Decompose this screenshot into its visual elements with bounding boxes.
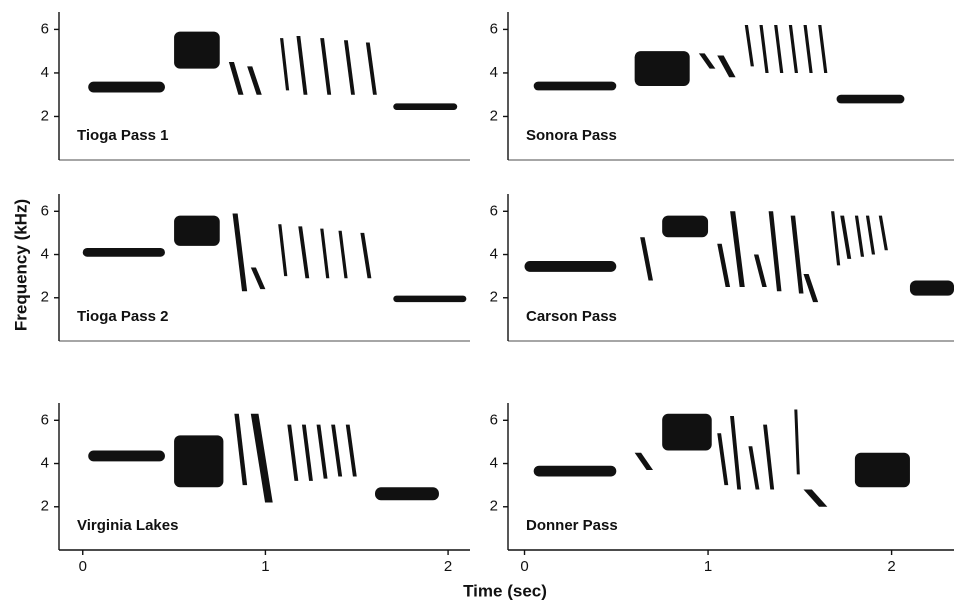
syllable	[836, 94, 905, 104]
syllable	[774, 25, 784, 73]
syllable	[301, 424, 313, 481]
syllable	[174, 215, 220, 246]
syllable	[768, 211, 782, 292]
syllable	[788, 25, 798, 73]
syllable	[717, 243, 731, 287]
y-tick-label: 4	[490, 454, 498, 471]
syllable	[533, 81, 617, 91]
y-tick-label: 2	[490, 107, 498, 124]
y-axis-label: Frequency (kHz)	[11, 199, 30, 331]
y-tick-label: 2	[490, 289, 498, 306]
y-tick-label: 4	[490, 245, 498, 262]
syllable	[854, 452, 910, 488]
syllable	[232, 213, 248, 292]
x-tick-label: 0	[520, 558, 528, 575]
y-tick-label: 6	[41, 202, 49, 219]
syllable	[320, 38, 332, 95]
syllable	[393, 295, 467, 303]
x-tick-label: 0	[79, 558, 87, 575]
y-tick-label: 2	[41, 107, 49, 124]
syllable	[717, 433, 729, 486]
panel-label: Sonora Pass	[526, 127, 617, 144]
syllable	[250, 267, 266, 290]
syllable	[287, 424, 299, 481]
x-tick-label: 1	[704, 558, 712, 575]
syllable	[316, 424, 328, 479]
x-tick-label: 1	[261, 558, 269, 575]
syllable	[794, 409, 800, 475]
syllable	[375, 487, 439, 501]
syllable	[730, 211, 745, 287]
syllable	[365, 42, 377, 95]
y-tick-label: 2	[490, 498, 498, 515]
syllable	[524, 261, 617, 272]
syllable	[343, 40, 355, 95]
syllable	[360, 232, 372, 279]
syllable	[803, 489, 828, 507]
y-tick-label: 4	[41, 64, 49, 81]
syllable	[744, 25, 754, 67]
syllable	[909, 280, 954, 296]
syllable	[280, 38, 290, 91]
y-tick-label: 6	[490, 202, 498, 219]
y-tick-label: 4	[41, 245, 49, 262]
x-tick-label: 2	[887, 558, 895, 575]
y-tick-label: 4	[490, 64, 498, 81]
syllable	[763, 424, 775, 490]
syllable	[88, 81, 165, 93]
syllable	[803, 25, 813, 73]
syllable	[88, 450, 165, 462]
syllable	[228, 62, 244, 95]
syllable	[818, 25, 828, 73]
syllable	[278, 224, 288, 277]
y-tick-label: 6	[41, 411, 49, 428]
syllable	[840, 215, 852, 259]
y-tick-label: 2	[41, 289, 49, 306]
syllable	[82, 248, 165, 257]
syllable	[662, 413, 712, 451]
syllable	[759, 25, 769, 73]
x-axis-label: Time (sec)	[463, 581, 547, 600]
syllable	[393, 103, 458, 110]
syllable	[634, 51, 690, 86]
y-tick-label: 4	[41, 454, 49, 471]
panel-label: Virginia Lakes	[77, 517, 178, 534]
y-tick-label: 6	[41, 20, 49, 37]
syllable	[533, 465, 617, 477]
syllable	[753, 254, 767, 287]
syllable	[345, 424, 357, 477]
panel-label: Donner Pass	[526, 517, 618, 534]
syllable	[717, 55, 736, 78]
syllable	[174, 31, 220, 69]
syllable	[296, 35, 308, 95]
panel-label: Tioga Pass 2	[77, 308, 168, 325]
syllable	[803, 273, 819, 303]
syllable	[878, 215, 888, 251]
syllable	[331, 424, 343, 477]
y-tick-label: 2	[41, 498, 49, 515]
syllable	[854, 215, 865, 257]
syllable	[730, 415, 742, 490]
y-tick-label: 6	[490, 411, 498, 428]
syllable	[698, 53, 716, 69]
syllable	[865, 215, 876, 255]
syllable	[234, 413, 248, 486]
panel-label: Carson Pass	[526, 308, 617, 325]
syllable	[247, 66, 262, 95]
panel-label: Tioga Pass 1	[77, 127, 168, 144]
syllable	[250, 413, 273, 503]
y-tick-label: 6	[490, 20, 498, 37]
syllable	[640, 237, 653, 281]
syllable	[320, 228, 330, 279]
syllable	[748, 446, 760, 490]
syllable	[634, 452, 653, 471]
syllable	[790, 215, 804, 294]
syllable	[662, 215, 709, 238]
syllable	[338, 230, 348, 279]
syllable	[174, 435, 224, 488]
syllable	[831, 211, 841, 266]
x-tick-label: 2	[444, 558, 452, 575]
syllable	[298, 226, 310, 279]
